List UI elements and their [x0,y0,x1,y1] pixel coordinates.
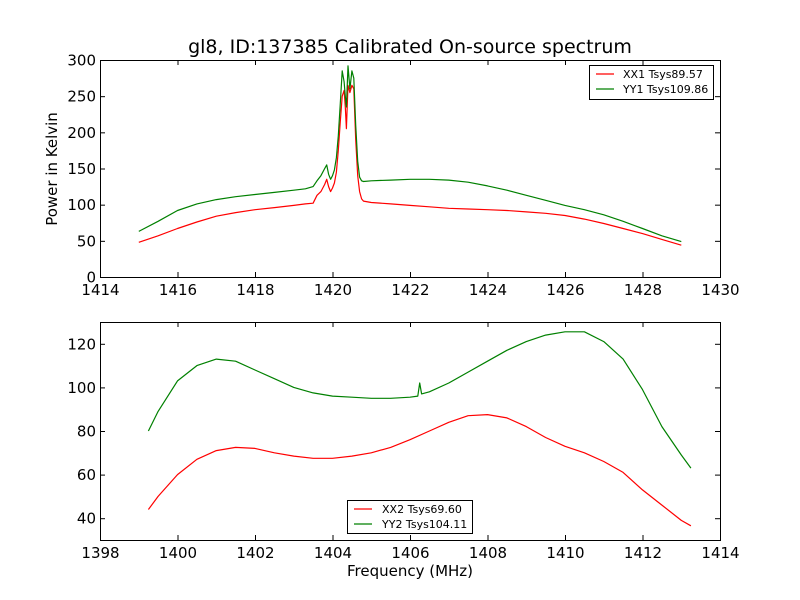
bottom-xtick-label-1: 1400 [159,544,197,562]
bottom-xtick-label-0: 1398 [81,544,119,562]
bottom-ytick-label-3: 100 [67,379,96,397]
legend-label-xx2: XX2 Tsys69.60 [382,503,462,516]
bottom-xtick-label-4: 1406 [391,544,429,562]
top-xtick-label-7: 1428 [624,281,662,299]
bottom-xtick-label-3: 1404 [314,544,352,562]
top-series-line-1 [138,65,682,243]
bottom-series-line-1 [147,331,692,469]
legend-label-yy2: YY2 Tsys104.11 [381,518,467,531]
legend-label-xx1: XX1 Tsys89.57 [623,68,703,81]
bottom-chart: Frequency (MHz) 1398 1400 1402 1404 1406 1408… [67,322,740,580]
top-xtick-label-3: 1420 [314,281,352,299]
top-xtick-label-4: 1422 [391,281,429,299]
top-chart-legend: XX1 Tsys89.57 YY1 Tsys109.86 [589,65,714,100]
top-chart-title: gl8, ID:137385 Calibrated On-source spec… [188,36,632,58]
top-ytick-label-6: 300 [67,52,96,70]
bottom-chart-ticks: 1398 1400 1402 1404 1406 1408 1410 1412 1414 40 60… [67,322,740,562]
top-ytick-label-4: 200 [67,124,96,142]
bottom-xtick-label-8: 1414 [701,544,739,562]
bottom-xtick-label-5: 1408 [469,544,507,562]
top-xtick-label-5: 1424 [469,281,507,299]
bottom-ytick-label-4: 120 [67,335,96,353]
bottom-chart-xlabel: Frequency (MHz) [347,562,473,580]
top-series-line-0 [138,84,682,246]
bottom-series-line-0 [147,414,692,527]
bottom-xtick-label-2: 1402 [236,544,274,562]
top-ytick-label-5: 250 [67,88,96,106]
top-ytick-label-2: 100 [67,196,96,214]
bottom-ytick-label-2: 80 [77,423,96,441]
top-chart-series [138,65,682,246]
bottom-ytick-label-1: 60 [77,466,96,484]
top-xtick-label-6: 1426 [546,281,584,299]
bottom-chart-legend: XX2 Tsys69.60 YY2 Tsys104.11 [347,500,473,534]
top-xtick-label-0: 1414 [81,281,119,299]
top-chart: gl8, ID:137385 Calibrated On-source spec… [43,36,740,299]
top-xtick-label-2: 1418 [236,281,274,299]
top-xtick-label-1: 1416 [159,281,197,299]
top-chart-legend-box [589,65,714,100]
top-chart-ticks: 1414 1416 1418 1420 1422 1424 1426 1428 1430 0 50 1… [67,52,739,300]
top-chart-ylabel: Power in Kelvin [43,112,61,226]
top-xtick-label-8: 1430 [701,281,739,299]
bottom-xtick-label-6: 1410 [546,544,584,562]
bottom-chart-legend-box [347,500,473,534]
bottom-chart-series [147,331,692,527]
bottom-xtick-label-7: 1412 [624,544,662,562]
bottom-ytick-label-0: 40 [77,510,96,528]
legend-label-yy1: YY1 Tsys109.86 [622,83,708,96]
top-ytick-label-1: 50 [77,232,96,250]
top-ytick-label-0: 0 [86,269,96,287]
top-ytick-label-3: 150 [67,160,96,178]
